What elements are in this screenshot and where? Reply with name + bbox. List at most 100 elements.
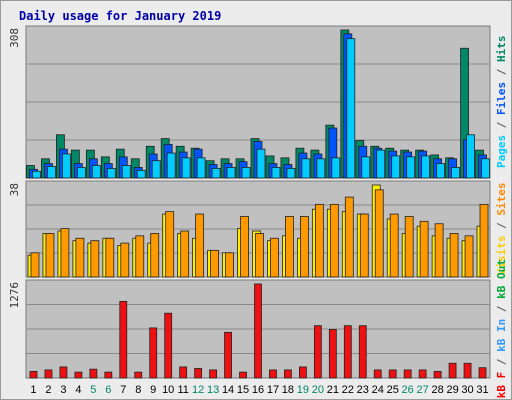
bar-visits-sites-day-15 bbox=[240, 216, 249, 278]
bar-kbytes-kb-f-day-31 bbox=[478, 367, 487, 379]
bar-hits-pages-day-15 bbox=[241, 167, 251, 179]
bar-kbytes-kb-f-day-4 bbox=[74, 371, 83, 379]
bar-kbytes-kb-f-day-8 bbox=[134, 371, 143, 379]
legend-item-kbytes-0: kB F bbox=[495, 372, 508, 399]
legend-item-kbytes-4: kB Out bbox=[495, 259, 508, 299]
bar-kbytes-kb-f-day-28 bbox=[433, 370, 442, 379]
bar-hits-pages-day-22 bbox=[346, 38, 356, 179]
x-tick-label-day-12: 12 bbox=[192, 384, 204, 396]
legend-item-visits-0: Visits bbox=[495, 235, 508, 275]
bar-kbytes-kb-f-day-12 bbox=[194, 368, 203, 379]
bar-visits-sites-day-13 bbox=[210, 249, 219, 278]
bar-hits-pages-day-14 bbox=[226, 167, 236, 179]
bar-kbytes-kb-f-day-23 bbox=[358, 325, 367, 379]
bar-kbytes-kb-f-day-11 bbox=[179, 366, 188, 379]
x-tick-label-day-31: 31 bbox=[476, 384, 488, 396]
x-tick-label-day-28: 28 bbox=[431, 384, 443, 396]
bar-hits-pages-day-17 bbox=[271, 167, 281, 179]
x-tick-label-day-27: 27 bbox=[417, 384, 429, 396]
legend-item-visits-1: / bbox=[495, 216, 508, 236]
bar-visits-sites-day-27 bbox=[419, 220, 429, 278]
bar-kbytes-kb-f-day-9 bbox=[149, 327, 158, 379]
bar-kbytes-kb-f-day-29 bbox=[448, 362, 457, 379]
bar-visits-sites-day-4 bbox=[75, 237, 85, 278]
x-tick-label-day-13: 13 bbox=[207, 384, 219, 396]
bar-visits-sites-day-24 bbox=[374, 189, 384, 278]
bar-kbytes-kb-f-day-17 bbox=[269, 369, 277, 379]
legend-visits: Visits / Sites bbox=[495, 182, 508, 275]
x-tick-label-day-23: 23 bbox=[357, 384, 369, 396]
bar-hits-pages-day-5 bbox=[91, 165, 101, 179]
bar-visits-sites-day-14 bbox=[225, 252, 234, 278]
bar-hits-pages-day-29 bbox=[451, 167, 460, 179]
x-tick-label-day-2: 2 bbox=[45, 384, 51, 396]
bar-kbytes-kb-f-day-3 bbox=[59, 366, 68, 379]
bar-hits-pages-day-23 bbox=[361, 156, 371, 179]
legend-item-hits-4: Hits bbox=[495, 36, 508, 63]
bar-visits-sites-day-7 bbox=[120, 242, 130, 278]
legend-item-hits-2: Files bbox=[495, 82, 508, 115]
bar-hits-pages-day-2 bbox=[47, 166, 56, 179]
bar-kbytes-kb-f-day-25 bbox=[388, 369, 397, 379]
bar-kbytes-kb-f-day-30 bbox=[463, 362, 472, 379]
bar-hits-pages-day-9 bbox=[151, 160, 161, 179]
bar-hits-pages-day-12 bbox=[196, 157, 206, 179]
bar-kbytes-kb-f-day-18 bbox=[284, 369, 292, 379]
x-tick-label-day-4: 4 bbox=[75, 384, 81, 396]
bar-visits-sites-day-3 bbox=[60, 228, 70, 278]
bar-visits-sites-day-2 bbox=[45, 233, 55, 278]
bar-visits-sites-day-18 bbox=[285, 216, 294, 278]
bar-visits-sites-day-1 bbox=[30, 252, 40, 278]
bar-visits-sites-day-5 bbox=[90, 240, 100, 278]
bar-hits-pages-day-24 bbox=[376, 149, 386, 179]
bar-kbytes-kb-f-day-6 bbox=[104, 371, 113, 379]
bar-visits-sites-day-29 bbox=[449, 233, 459, 278]
y-max-label-visits: 38 bbox=[8, 183, 21, 196]
legend-item-visits-2: Sites bbox=[495, 182, 508, 215]
bar-kbytes-kb-f-day-10 bbox=[164, 312, 173, 379]
bar-hits-pages-day-8 bbox=[136, 169, 146, 179]
x-tick-label-day-7: 7 bbox=[120, 384, 126, 396]
bar-kbytes-kb-f-day-5 bbox=[89, 368, 98, 379]
bar-hits-pages-day-27 bbox=[421, 155, 431, 179]
bar-kbytes-kb-f-day-27 bbox=[418, 369, 427, 379]
bar-hits-pages-day-13 bbox=[211, 167, 221, 179]
bar-visits-sites-day-20 bbox=[314, 203, 324, 278]
bar-kbytes-kb-f-day-22 bbox=[343, 325, 352, 379]
x-tick-label-day-16: 16 bbox=[252, 384, 264, 396]
bar-hits-pages-day-16 bbox=[256, 148, 266, 179]
x-tick-label-day-14: 14 bbox=[222, 384, 234, 396]
x-tick-label-day-6: 6 bbox=[105, 384, 111, 396]
x-tick-label-day-17: 17 bbox=[267, 384, 279, 396]
bar-kbytes-kb-f-day-26 bbox=[403, 369, 412, 379]
bar-visits-sites-day-12 bbox=[195, 213, 205, 278]
bar-visits-sites-day-17 bbox=[270, 237, 279, 278]
x-tick-label-day-29: 29 bbox=[446, 384, 458, 396]
chart-title: Daily usage for January 2019 bbox=[19, 9, 222, 23]
bar-visits-sites-day-9 bbox=[150, 233, 160, 278]
legend-item-hits-3: / bbox=[495, 62, 508, 82]
legend-item-hits-1: / bbox=[495, 115, 508, 135]
bar-kbytes-kb-f-day-20 bbox=[313, 325, 322, 379]
bar-hits-pages-day-31 bbox=[481, 158, 490, 179]
x-tick-label-day-5: 5 bbox=[90, 384, 96, 396]
legend-item-kbytes-1: / bbox=[495, 352, 508, 372]
bar-kbytes-kb-f-day-15 bbox=[239, 371, 247, 379]
bar-hits-pages-day-6 bbox=[106, 167, 116, 179]
x-tick-label-day-19: 19 bbox=[297, 384, 309, 396]
bar-kbytes-kb-f-day-19 bbox=[299, 366, 307, 379]
bar-kbytes-kb-f-day-1 bbox=[29, 370, 38, 379]
bar-hits-pages-day-21 bbox=[331, 157, 341, 179]
bar-hits-pages-day-26 bbox=[406, 156, 416, 179]
bar-visits-sites-day-23 bbox=[359, 213, 369, 278]
x-tick-label-day-25: 25 bbox=[387, 384, 399, 396]
x-tick-label-day-1: 1 bbox=[30, 384, 36, 396]
bar-hits-pages-day-7 bbox=[121, 165, 131, 179]
bar-visits-sites-day-30 bbox=[464, 235, 474, 278]
bar-kbytes-kb-f-day-7 bbox=[119, 300, 128, 379]
x-tick-label-day-11: 11 bbox=[177, 384, 188, 396]
x-tick-label-day-10: 10 bbox=[162, 384, 174, 396]
legend-item-kbytes-2: kB In bbox=[495, 319, 508, 352]
bar-hits-pages-day-30 bbox=[466, 134, 475, 179]
